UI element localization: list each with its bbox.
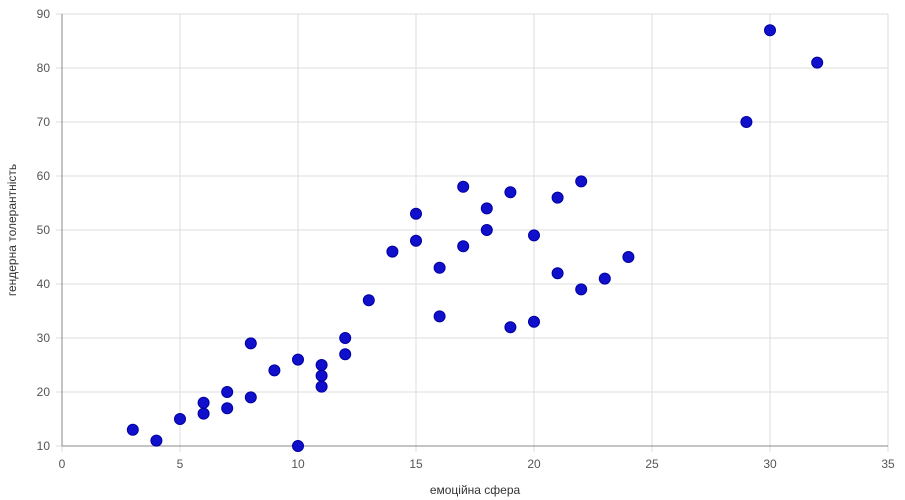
y-tick-label: 40: [37, 277, 51, 291]
data-point: [598, 272, 611, 285]
y-tick-label: 70: [37, 115, 51, 129]
x-tick-label: 30: [763, 457, 777, 471]
grid: [56, 13, 889, 452]
y-tick-label: 90: [37, 7, 51, 21]
data-points: [126, 24, 824, 452]
data-point: [221, 386, 234, 398]
data-point: [480, 202, 493, 215]
data-point: [315, 380, 328, 393]
data-point: [386, 245, 399, 258]
x-tick-label: 10: [291, 457, 305, 471]
data-point: [504, 321, 517, 334]
x-tick-label: 15: [409, 457, 423, 471]
y-axis-title: гендерна толерантність: [5, 164, 19, 296]
data-point: [197, 396, 210, 409]
data-point: [575, 283, 588, 296]
y-tick-label: 30: [37, 331, 51, 345]
data-point: [457, 180, 470, 193]
y-tick-label: 60: [37, 169, 51, 183]
data-point: [528, 315, 540, 328]
data-point: [292, 353, 304, 366]
x-tick-label: 25: [645, 457, 659, 471]
data-point: [126, 423, 139, 436]
axes: [61, 14, 888, 447]
data-point: [764, 24, 776, 37]
data-point: [528, 229, 540, 242]
data-point: [244, 391, 257, 404]
x-axis-title: емоційна сфера: [430, 483, 521, 497]
data-point: [339, 348, 352, 361]
x-tick-label: 0: [59, 457, 66, 471]
data-point: [174, 413, 186, 425]
data-point: [575, 175, 588, 188]
data-point: [339, 332, 352, 344]
data-point: [410, 207, 422, 220]
data-point: [315, 369, 328, 382]
x-tick-label: 5: [177, 457, 184, 471]
data-point: [410, 234, 422, 247]
y-tick-label: 50: [37, 223, 51, 237]
data-point: [551, 191, 564, 204]
data-point: [433, 310, 446, 323]
data-point: [197, 407, 210, 420]
data-point: [268, 364, 281, 377]
data-point: [811, 56, 824, 69]
data-point: [504, 186, 517, 199]
data-point: [433, 261, 446, 274]
x-tick-label: 35: [881, 457, 895, 471]
data-point: [150, 434, 163, 447]
data-point: [362, 294, 375, 307]
x-tick-label: 20: [527, 457, 541, 471]
y-tick-label: 80: [37, 61, 51, 75]
x-axis-tick-labels: 0 5 10 15 20 25 30 35: [59, 457, 895, 471]
data-point: [244, 337, 257, 350]
data-point: [315, 359, 328, 371]
data-point: [480, 224, 493, 236]
data-point: [622, 251, 635, 263]
y-axis-tick-labels: 10 20 30 40 50 60 70 80 90: [37, 7, 51, 453]
data-point: [740, 116, 753, 128]
y-tick-label: 10: [37, 439, 51, 453]
data-point: [551, 267, 564, 280]
data-point: [221, 402, 234, 415]
data-point: [292, 440, 304, 452]
y-tick-label: 20: [37, 385, 51, 399]
data-point: [457, 240, 470, 253]
